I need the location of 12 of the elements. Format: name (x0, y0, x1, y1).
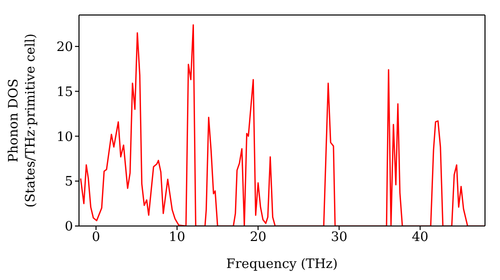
y-tick-label: 20 (56, 40, 73, 56)
x-tick-label: 0 (92, 230, 100, 246)
y-tick-label: 5 (64, 174, 73, 190)
y-tick-label: 15 (56, 84, 73, 100)
y-axis-title: Phonon DOS (States/THz·primitive cell) (6, 33, 38, 208)
x-tick-label: 20 (250, 230, 266, 246)
x-tick-label: 30 (330, 230, 348, 246)
x-axis-title: Frequency (THz) (226, 257, 338, 272)
x-tick-label: 10 (168, 230, 186, 246)
y-tick-label: 10 (56, 130, 73, 145)
x-tick-label: 40 (412, 230, 428, 246)
y-tick-label: 0 (64, 220, 73, 235)
